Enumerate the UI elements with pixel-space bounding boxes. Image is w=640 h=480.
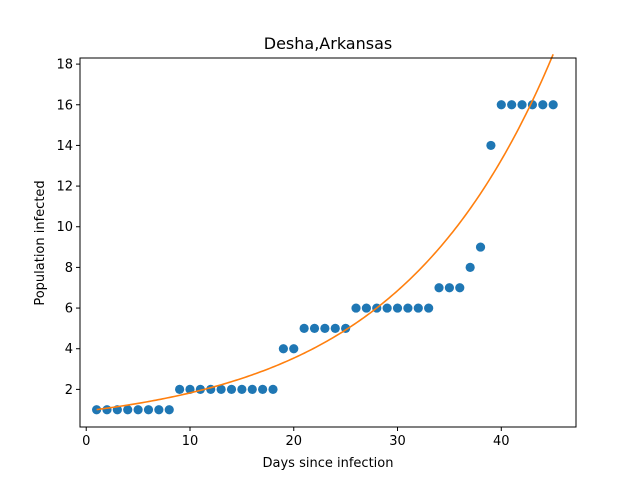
y-tick-label: 8 [65, 261, 73, 276]
data-point [507, 100, 517, 110]
data-point [434, 283, 444, 293]
data-point [278, 344, 288, 354]
data-point [455, 283, 465, 293]
data-point [164, 405, 174, 415]
chart-title: Desha,Arkansas [264, 34, 392, 53]
y-tick-label: 2 [65, 383, 73, 398]
data-point [330, 323, 340, 333]
y-axis-label: Population infected [33, 180, 48, 305]
data-point [175, 384, 185, 394]
data-point [143, 405, 154, 415]
data-point [320, 323, 330, 333]
y-tick-label: 18 [56, 58, 73, 73]
data-point [517, 100, 527, 110]
data-point [403, 303, 413, 313]
data-point [413, 303, 423, 313]
y-tick-label: 16 [56, 98, 73, 113]
data-point [133, 405, 143, 415]
data-point [309, 323, 320, 333]
data-point [548, 100, 558, 110]
data-point [226, 384, 237, 394]
data-point [247, 384, 257, 394]
data-point [382, 303, 392, 313]
fit-line [96, 53, 554, 411]
y-tick-label: 10 [56, 220, 73, 235]
data-point [351, 303, 361, 313]
data-point [237, 384, 247, 394]
data-point [102, 405, 112, 415]
x-tick-label: 0 [82, 434, 90, 449]
data-point [258, 384, 268, 394]
data-point [299, 323, 309, 333]
data-point [424, 303, 434, 313]
x-axis-label: Days since infection [263, 456, 394, 471]
data-point [465, 262, 475, 273]
y-tick-label: 14 [56, 139, 73, 154]
x-tick-label: 30 [389, 434, 406, 449]
data-point [92, 405, 102, 415]
data-point [268, 384, 278, 394]
plot-area [92, 53, 558, 415]
data-point [361, 303, 371, 313]
data-point [392, 303, 403, 313]
y-tick-label: 4 [65, 342, 73, 357]
data-point [496, 100, 506, 110]
y-tick-label: 6 [65, 302, 73, 317]
axis-ticks: 0 10 20 30 40 2 4 6 8 10 12 14 16 18 [56, 58, 509, 449]
data-point [154, 405, 164, 415]
y-tick-label: 12 [56, 180, 73, 195]
data-point [123, 405, 133, 415]
axes-frame [79, 57, 577, 428]
data-point [486, 140, 496, 151]
data-point [538, 100, 548, 110]
data-point [475, 242, 486, 252]
x-tick-label: 40 [493, 434, 510, 449]
data-point [216, 384, 226, 394]
x-tick-label: 10 [182, 434, 199, 449]
data-point [444, 283, 455, 293]
data-point [289, 344, 299, 354]
x-tick-label: 20 [285, 434, 302, 449]
